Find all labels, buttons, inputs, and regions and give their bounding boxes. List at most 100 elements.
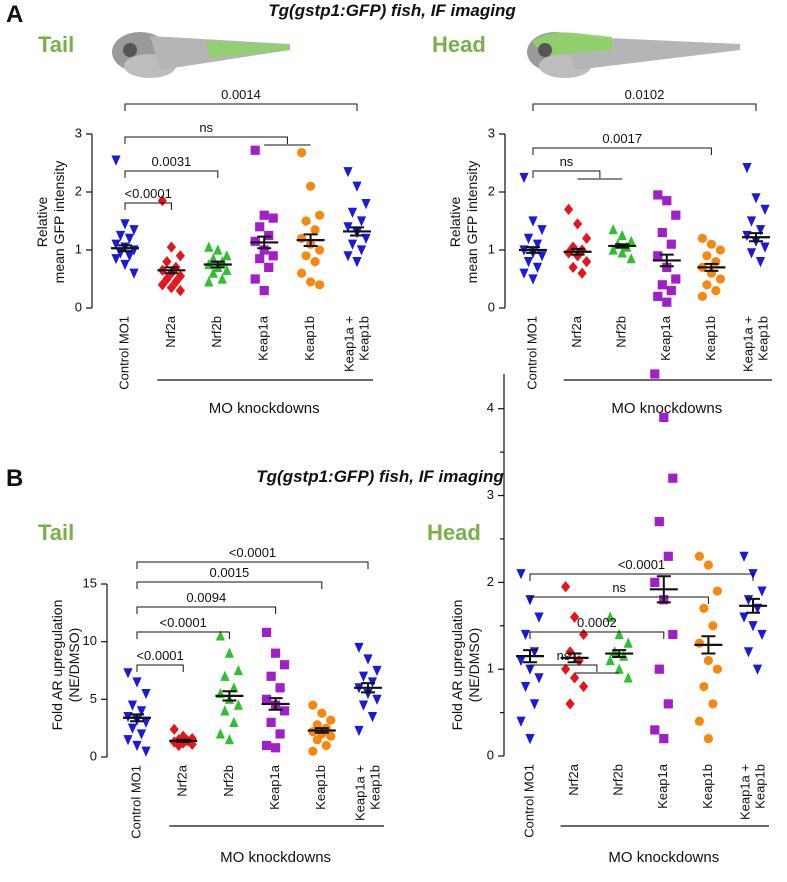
significance-label: 0.0102: [625, 87, 665, 102]
x-tick-label: Keap1a +: [737, 764, 752, 820]
data-point: [343, 167, 353, 178]
data-point: [746, 216, 757, 227]
data-point: [532, 262, 543, 273]
error-bar: [257, 235, 272, 250]
fish-tail-illustration: [112, 32, 290, 78]
significance-bracket: [136, 561, 369, 569]
y-axis-label: mean GFP intensity: [464, 161, 480, 284]
data-point: [579, 680, 589, 693]
y-tick-label: 4: [487, 400, 494, 415]
y-axis-label: (NE/DMSO): [66, 628, 82, 703]
significance-bracket: [124, 202, 172, 210]
x-tick-label: Nrf2a: [569, 315, 584, 348]
error-bar: [176, 738, 191, 744]
error-bar: [361, 682, 375, 694]
x-tick-label: Nrf2b: [221, 765, 236, 797]
significance-bracket: [136, 664, 184, 672]
dot-plot: Tail 0 1 2 3 Relative mean GFP intensity Contro…: [34, 32, 373, 417]
data-point: [259, 210, 269, 220]
data-point: [136, 706, 147, 717]
data-point: [175, 250, 185, 262]
data-point: [659, 412, 669, 423]
y-tick-label: 2: [487, 574, 494, 589]
data-point: [301, 216, 311, 226]
data-point: [614, 628, 624, 640]
y-tick-label: 3: [75, 125, 82, 140]
data-point: [262, 627, 272, 638]
data-point: [532, 239, 543, 250]
data-point: [358, 700, 369, 711]
data-point: [573, 218, 583, 230]
data-point: [654, 664, 664, 674]
data-point: [326, 715, 336, 725]
significance-bracket: [529, 596, 709, 604]
data-point: [358, 671, 369, 682]
error-bar: [570, 247, 585, 256]
data-point: [123, 668, 133, 679]
y-axis-label: Fold AR upregulation: [449, 600, 465, 731]
data-point: [605, 611, 615, 622]
data-point: [712, 586, 723, 596]
significance-bracket: [532, 103, 757, 111]
data-point: [694, 638, 705, 648]
x-tick-label: Control MO1: [128, 765, 143, 839]
data-point: [312, 720, 322, 730]
data-point: [760, 242, 770, 253]
y-tick-label: 2: [75, 183, 82, 198]
data-point: [372, 694, 382, 705]
data-point: [653, 251, 663, 261]
data-point: [617, 247, 627, 258]
chart-title: Head: [427, 520, 481, 545]
error-bar: [303, 233, 318, 247]
x-tick-label: Keap1a +: [740, 316, 755, 372]
data-point: [262, 740, 272, 751]
significance-bracket: [136, 581, 323, 589]
data-point: [525, 734, 535, 745]
significance-label: ns: [199, 120, 213, 135]
x-tick-label: Keap1b: [755, 316, 770, 361]
y-tick-label: 0: [488, 299, 495, 314]
data-point: [250, 236, 260, 246]
data-point: [694, 716, 705, 726]
data-point: [372, 665, 382, 677]
data-point: [306, 277, 316, 287]
data-point: [520, 629, 531, 641]
error-bar: [523, 649, 537, 664]
data-point: [326, 731, 336, 741]
data-point: [306, 181, 316, 191]
data-point: [208, 267, 218, 278]
data-point: [570, 611, 580, 623]
error-bar: [615, 243, 630, 249]
data-point: [141, 688, 151, 700]
x-tick-label: Keap1a: [256, 315, 271, 361]
data-point: [561, 663, 571, 675]
error-bar: [350, 226, 364, 237]
data-point: [623, 637, 633, 648]
data-point: [175, 285, 185, 297]
data-point: [127, 700, 138, 711]
data-point: [610, 646, 620, 657]
data-point: [217, 273, 227, 284]
data-point: [703, 734, 714, 744]
group-label: MO knockdowns: [209, 400, 320, 417]
data-point: [129, 268, 139, 279]
data-point: [666, 239, 676, 249]
data-point: [174, 739, 184, 752]
x-tick-label: Nrf2a: [163, 315, 178, 348]
data-point: [708, 699, 718, 709]
data-point: [275, 683, 285, 693]
data-point: [315, 210, 325, 220]
data-point: [617, 229, 627, 241]
data-point: [301, 251, 311, 261]
data-point: [577, 267, 587, 279]
significance-bracket: [532, 147, 712, 155]
x-tick-label: Nrf2b: [209, 316, 224, 348]
error-bar: [222, 690, 237, 702]
x-tick-label: Nrf2b: [611, 764, 626, 796]
data-point: [663, 699, 673, 709]
y-axis-label: (NE/DMSO): [466, 628, 482, 703]
y-tick-label: 5: [90, 691, 97, 706]
data-point: [697, 291, 708, 301]
data-point: [662, 262, 672, 272]
data-point: [520, 681, 531, 693]
